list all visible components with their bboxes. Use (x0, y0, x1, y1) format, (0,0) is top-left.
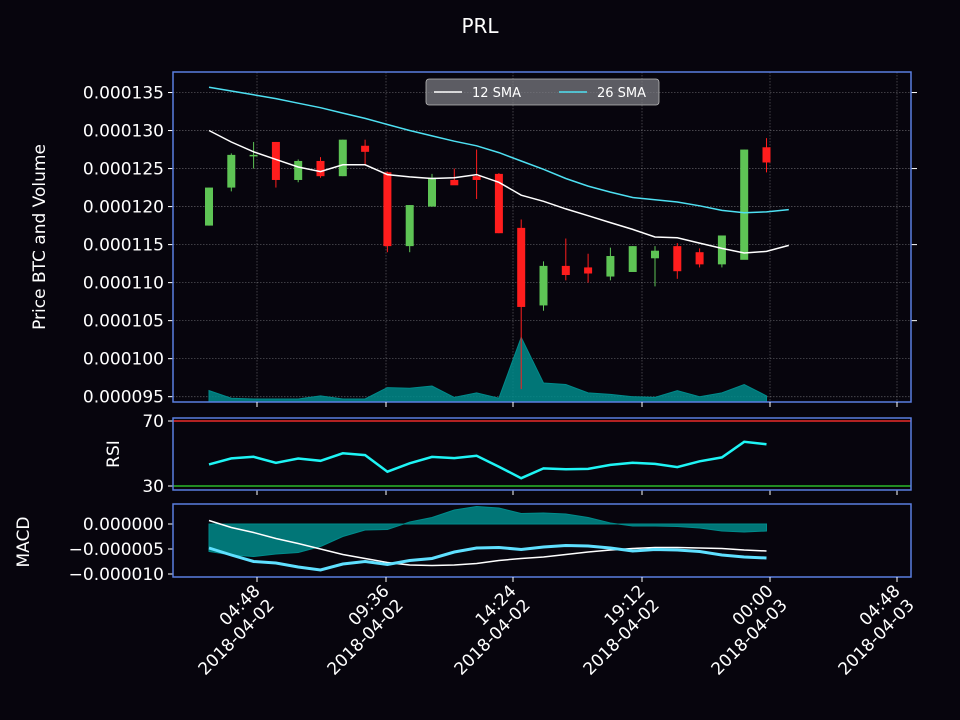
rsi-y-tick-label: 30 (142, 477, 164, 497)
rsi-y-tick-label: 70 (142, 412, 164, 432)
candle-body (294, 160, 303, 180)
price-y-tick-label: 0.000120 (83, 198, 164, 218)
candle-body (361, 145, 370, 152)
candle-body (651, 250, 659, 259)
sma12-line (208, 129, 789, 254)
candle-body (673, 246, 682, 272)
macd-y-tick-label: −0.000010 (69, 565, 164, 585)
candle-body (695, 252, 704, 265)
rsi-panel: 70 30 RSI (104, 412, 912, 497)
macd-histogram (208, 505, 767, 558)
price-y-tick-label: 0.000100 (83, 350, 164, 370)
candle-body (762, 147, 771, 163)
price-y-tick-label: 0.000110 (83, 274, 164, 294)
candle-body (227, 154, 236, 188)
candle-body (428, 177, 436, 207)
price-y-tick-label: 0.000125 (83, 160, 164, 180)
rsi-y-axis-label: RSI (104, 440, 124, 468)
rsi-plot-area (173, 418, 911, 490)
chart-title: PRL (461, 14, 499, 38)
price-y-tick-label: 0.000135 (83, 84, 164, 104)
candle-body (517, 227, 526, 307)
candle-body (472, 176, 481, 180)
price-y-tick-label: 0.000115 (83, 236, 164, 256)
legend-label-sma26: 26 SMA (597, 86, 646, 101)
legend-label-sma12: 12 SMA (472, 86, 521, 101)
price-frame (172, 71, 912, 403)
price-y-tick-label: 0.000130 (83, 122, 164, 142)
macd-y-tick-label: 0.000000 (83, 515, 164, 535)
candle-body (450, 179, 459, 186)
candle-body (717, 235, 726, 265)
rsi-line (208, 440, 767, 480)
candle-body (271, 141, 280, 180)
candle-body (539, 265, 548, 306)
price-plot-area (173, 72, 911, 402)
macd-frame (172, 503, 912, 578)
candle-body (561, 265, 570, 276)
macd-y-axis-label: MACD (14, 517, 34, 568)
sma26-line (208, 86, 789, 214)
candle-body (606, 256, 615, 277)
candle-body (584, 267, 593, 274)
price-y-axis-label: Price BTC and Volume (30, 144, 50, 330)
candle-body (628, 246, 637, 272)
candle-body (494, 173, 503, 234)
macd-y-tick-label: −0.000005 (69, 540, 164, 560)
price-panel: 0.000095 0.000100 0.000105 0.000110 0.000115… (30, 71, 917, 408)
candle-body (316, 160, 325, 177)
macd-panel: 0.000000 −0.000005 −0.000010 MACD (14, 503, 912, 585)
price-y-tick-label: 0.000095 (83, 388, 164, 408)
candle-body (405, 205, 414, 247)
macd-signal-line (208, 519, 767, 567)
candle-body (383, 172, 392, 247)
candle-body (740, 149, 749, 260)
legend: 12 SMA 26 SMA (425, 78, 660, 106)
macd-line (208, 543, 767, 572)
volume-area (208, 336, 767, 403)
rsi-frame (172, 417, 912, 491)
price-y-tick-label: 0.000105 (83, 312, 164, 332)
candle-body (205, 187, 213, 226)
candle-body (249, 154, 258, 157)
candle-body (338, 139, 347, 177)
legend-box (425, 78, 660, 106)
